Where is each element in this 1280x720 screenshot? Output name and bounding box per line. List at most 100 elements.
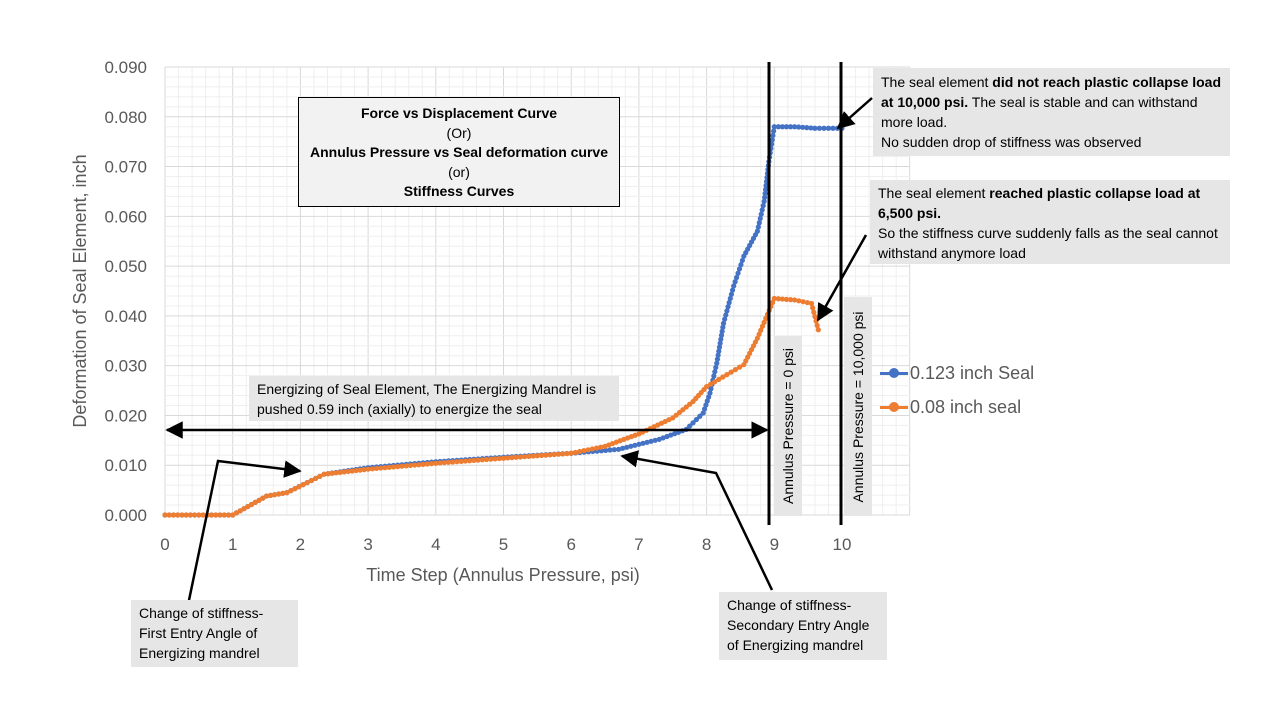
- data-point: [611, 447, 617, 453]
- y-tick-label: 0.000: [104, 506, 147, 525]
- data-point: [428, 461, 435, 467]
- data-point: [192, 512, 198, 518]
- data-point: [471, 457, 477, 464]
- collapse-arrow: [816, 234, 868, 322]
- legend-label-008: 0.08 inch seal: [910, 396, 1022, 417]
- data-point: [775, 296, 781, 302]
- data-point: [808, 125, 814, 131]
- legend-item-0123: 0.123 inch Seal: [880, 356, 1034, 390]
- data-point: [708, 386, 714, 392]
- data-point: [373, 465, 380, 472]
- data-point: [708, 381, 714, 387]
- data-point: [272, 492, 278, 498]
- x-tick-label: 4: [431, 535, 440, 554]
- data-point: [526, 453, 532, 459]
- data-point: [769, 137, 775, 143]
- y-tick-label: 0.030: [104, 357, 147, 376]
- y-tick-label: 0.060: [104, 207, 147, 226]
- data-point: [756, 331, 762, 337]
- data-point: [792, 297, 798, 303]
- data-point: [733, 274, 740, 281]
- data-point: [756, 220, 762, 226]
- data-point: [714, 356, 721, 362]
- data-point: [424, 461, 430, 467]
- y-tick-label: 0.080: [104, 108, 147, 127]
- data-point: [718, 336, 724, 342]
- data-point: [560, 451, 566, 457]
- first-entry-angle-annotation: Change of stiffness-First Entry Angle of…: [131, 600, 298, 667]
- data-point: [723, 312, 729, 318]
- data-point: [729, 287, 736, 293]
- no-collapse-text-a: The seal element: [881, 74, 993, 90]
- x-tick-label: 6: [566, 535, 575, 554]
- data-point: [292, 486, 298, 492]
- data-point: [732, 367, 738, 373]
- data-point: [814, 322, 820, 329]
- data-point: [636, 441, 642, 447]
- data-point: [551, 451, 557, 458]
- data-point: [522, 454, 528, 460]
- data-point: [796, 298, 802, 304]
- data-point: [792, 124, 798, 130]
- data-point: [593, 445, 600, 451]
- description-line-2: (Or): [446, 124, 472, 141]
- data-point: [811, 309, 817, 315]
- data-point: [704, 383, 710, 390]
- data-point: [288, 488, 294, 494]
- data-point: [325, 471, 331, 477]
- data-point: [500, 455, 507, 461]
- data-point: [771, 295, 777, 302]
- data-point: [732, 279, 738, 285]
- data-point: [717, 340, 723, 346]
- data-point: [716, 344, 723, 350]
- data-point: [762, 190, 768, 197]
- data-point: [337, 469, 343, 475]
- data-point: [783, 124, 790, 130]
- collapse-text-a: The seal element: [878, 185, 990, 201]
- y-tick-label: 0.040: [104, 307, 147, 326]
- data-point: [225, 512, 232, 518]
- data-point: [724, 372, 730, 378]
- data-point: [572, 449, 579, 456]
- data-point: [754, 228, 760, 234]
- data-point: [763, 182, 769, 189]
- data-point: [728, 291, 735, 297]
- x-axis-label: Time Step (Annulus Pressure, psi): [366, 565, 639, 585]
- data-point: [628, 443, 634, 449]
- data-point: [577, 448, 583, 455]
- chart-ticks: 0.000 0.010 0.020 0.030 0.040 0.050 0.060 0.070…: [104, 58, 851, 554]
- data-point: [170, 512, 177, 518]
- description-line-3: Annulus Pressure vs Seal deformation cur…: [310, 144, 608, 160]
- data-point: [284, 490, 290, 496]
- data-point: [737, 364, 743, 370]
- data-point: [804, 299, 810, 306]
- data-point: [517, 454, 524, 460]
- data-point: [763, 315, 769, 321]
- data-point: [757, 215, 763, 222]
- data-point: [762, 194, 768, 201]
- data-point: [187, 512, 193, 518]
- data-point: [488, 456, 494, 462]
- first-entry-angle-text: Change of stiffness-First Entry Angle of…: [139, 605, 264, 661]
- data-point: [475, 457, 481, 463]
- data-point: [454, 459, 460, 465]
- y-axis-label: Deformation of Seal Element, inch: [70, 154, 90, 427]
- data-point: [736, 266, 743, 272]
- data-point: [758, 211, 764, 217]
- data-point: [620, 445, 626, 451]
- data-point: [589, 446, 595, 452]
- data-point: [727, 295, 733, 302]
- data-point: [759, 207, 765, 213]
- description-line-4: (or): [448, 163, 470, 180]
- legend-marker-blue: [880, 367, 908, 379]
- chart-description-box: Force vs Displacement Curve (Or) Annulus…: [298, 97, 620, 207]
- collapse-text-bold: reached plastic collapse load at 6,500 p…: [878, 185, 1201, 221]
- data-point: [779, 124, 786, 130]
- data-point: [598, 444, 604, 450]
- data-point: [640, 440, 646, 446]
- description-line-5: Stiffness Curves: [403, 183, 515, 199]
- data-point: [724, 308, 730, 314]
- data-point: [382, 465, 388, 471]
- data-point: [812, 314, 818, 320]
